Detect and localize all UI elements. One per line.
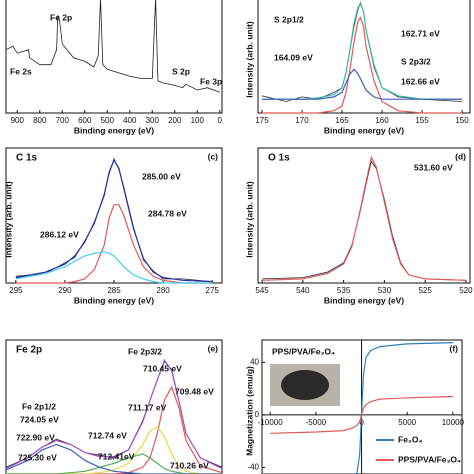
chart-title: C 1s [16, 153, 38, 164]
x-tick-label: 170 [295, 116, 309, 125]
annotation: 531.60 eV [414, 162, 453, 172]
panel-label: (f) [450, 343, 459, 353]
plot-frame [5, 147, 223, 284]
x-tick-label: 160 [375, 116, 389, 125]
annotation: 724.05 eV [20, 414, 59, 424]
x-tick-label: 275 [206, 286, 220, 295]
series-line [6, 426, 222, 474]
x-tick-label: 10000 [442, 418, 465, 427]
x-tick-label: 400 [123, 116, 137, 125]
series-line [15, 157, 213, 282]
x-tick-label: 800 [33, 116, 47, 125]
x-tick-label: 5000 [398, 418, 416, 427]
x-axis-label: Binding energy (eV) [324, 295, 404, 305]
inset-sample [281, 370, 329, 400]
panel-label: (e) [208, 343, 219, 353]
series-line [262, 16, 462, 114]
series-line [262, 155, 466, 281]
annotation: 722.90 eV [16, 432, 55, 442]
chart-title: O 1s [268, 153, 290, 164]
x-tick-label: 700 [56, 116, 70, 125]
x-tick-label: 290 [58, 286, 72, 295]
annotation: 162.66 eV [401, 76, 440, 86]
annotation: 285.00 eV [142, 171, 181, 181]
x-tick-label: 165 [335, 116, 349, 125]
panel-label: (d) [455, 151, 466, 161]
annotation: 712.41eV [98, 451, 135, 461]
annotation: 725.30 eV [18, 452, 57, 462]
plot-frame [257, 0, 471, 114]
y-axis-label: Intensity (arb. unit) [244, 181, 254, 258]
annotation: 711.17 eV [128, 402, 167, 412]
plot-frame [5, 0, 223, 114]
series-line [262, 68, 462, 100]
series-line [262, 2, 462, 100]
series-line [15, 204, 213, 284]
x-tick-label: 535 [337, 286, 351, 295]
y-axis-label: Magnetization (emu/g) [244, 366, 254, 456]
annotation: Fe 2p [50, 12, 72, 22]
x-axis-label: Binding energy (eV) [74, 295, 154, 305]
x-tick-label: 900 [11, 116, 25, 125]
x-tick-label: 280 [156, 286, 170, 295]
plot-frame [257, 147, 471, 284]
series-line [6, 385, 223, 474]
chart-title: PPS/PVA/Fe₃O₄ [272, 346, 335, 356]
x-tick-label: 155 [415, 116, 429, 125]
x-axis-label: Binding energy (eV) [74, 125, 154, 135]
annotation: 709.48 eV [175, 386, 214, 396]
annotation: 284.78 eV [148, 208, 187, 218]
annotation: 710.45 eV [143, 363, 182, 373]
legend-label: Fe₃O₄ [398, 434, 423, 444]
y-tick-label: 0 [255, 410, 260, 419]
annotation: Fe 2p1/2 [22, 401, 56, 411]
x-tick-label: 530 [378, 286, 392, 295]
x-tick-label: -5000 [306, 418, 327, 427]
x-tick-label: 150 [455, 116, 469, 125]
chart-title: Fe 2p [16, 345, 42, 356]
x-tick-label: 100 [191, 116, 205, 125]
annotation: S 2p1/2 [274, 14, 304, 24]
annotation: Fe 2p3/2 [128, 346, 162, 356]
panel-label: (c) [208, 151, 219, 161]
series-line [5, 0, 220, 93]
series-line [5, 358, 223, 470]
annotation: 164.09 eV [274, 52, 313, 62]
x-tick-label: 0 [218, 116, 223, 125]
x-tick-label: 200 [168, 116, 182, 125]
annotation: S 2p3/2 [401, 56, 431, 66]
annotation: Fe 2s [10, 66, 32, 76]
series-line [15, 251, 213, 284]
x-tick-label: 540 [296, 286, 310, 295]
annotation: 162.71 eV [401, 28, 440, 38]
y-tick-label: 40 [250, 357, 259, 366]
plot-frame [5, 339, 223, 474]
x-tick-label: 520 [459, 286, 473, 295]
series-line [5, 443, 222, 474]
annotation: S 2p [172, 66, 190, 76]
annotation: 286.12 eV [40, 229, 79, 239]
y-axis-label: Intensity (arb. unit) [244, 21, 254, 98]
x-tick-label: 500 [101, 116, 115, 125]
x-axis-label: Binding energy (eV) [324, 125, 404, 135]
x-tick-label: -10000 [258, 418, 283, 427]
y-axis-label: Intensity (arb. unit) [3, 181, 13, 258]
x-tick-label: 525 [418, 286, 432, 295]
series-line [270, 395, 453, 434]
x-tick-label: 285 [107, 286, 121, 295]
series-line [262, 160, 466, 281]
legend-label: PPS/PVA/Fe₃O₄ [398, 454, 461, 464]
x-tick-label: 545 [255, 286, 269, 295]
x-tick-label: 600 [78, 116, 92, 125]
annotation: Fe 3p [200, 76, 222, 86]
series-line [6, 453, 222, 474]
x-tick-label: 175 [255, 116, 269, 125]
x-tick-label: 300 [146, 116, 160, 125]
annotation: 712.74 eV [88, 430, 127, 440]
annotation: 710.26 eV [170, 460, 209, 470]
y-tick-label: -40 [247, 463, 259, 472]
series-line [15, 158, 213, 283]
x-tick-label: 295 [9, 286, 23, 295]
